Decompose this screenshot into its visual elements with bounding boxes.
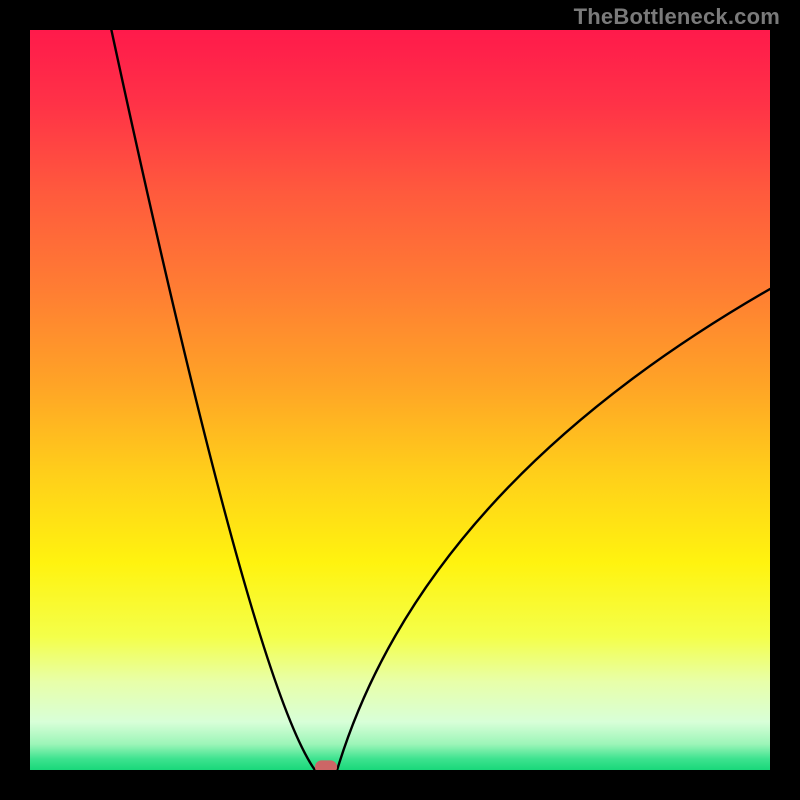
chart-frame: TheBottleneck.com [0,0,800,800]
plot-area [30,30,770,770]
bottleneck-curve-chart [30,30,770,770]
gradient-background [30,30,770,770]
watermark-text: TheBottleneck.com [574,4,780,30]
touch-marker [315,760,337,770]
